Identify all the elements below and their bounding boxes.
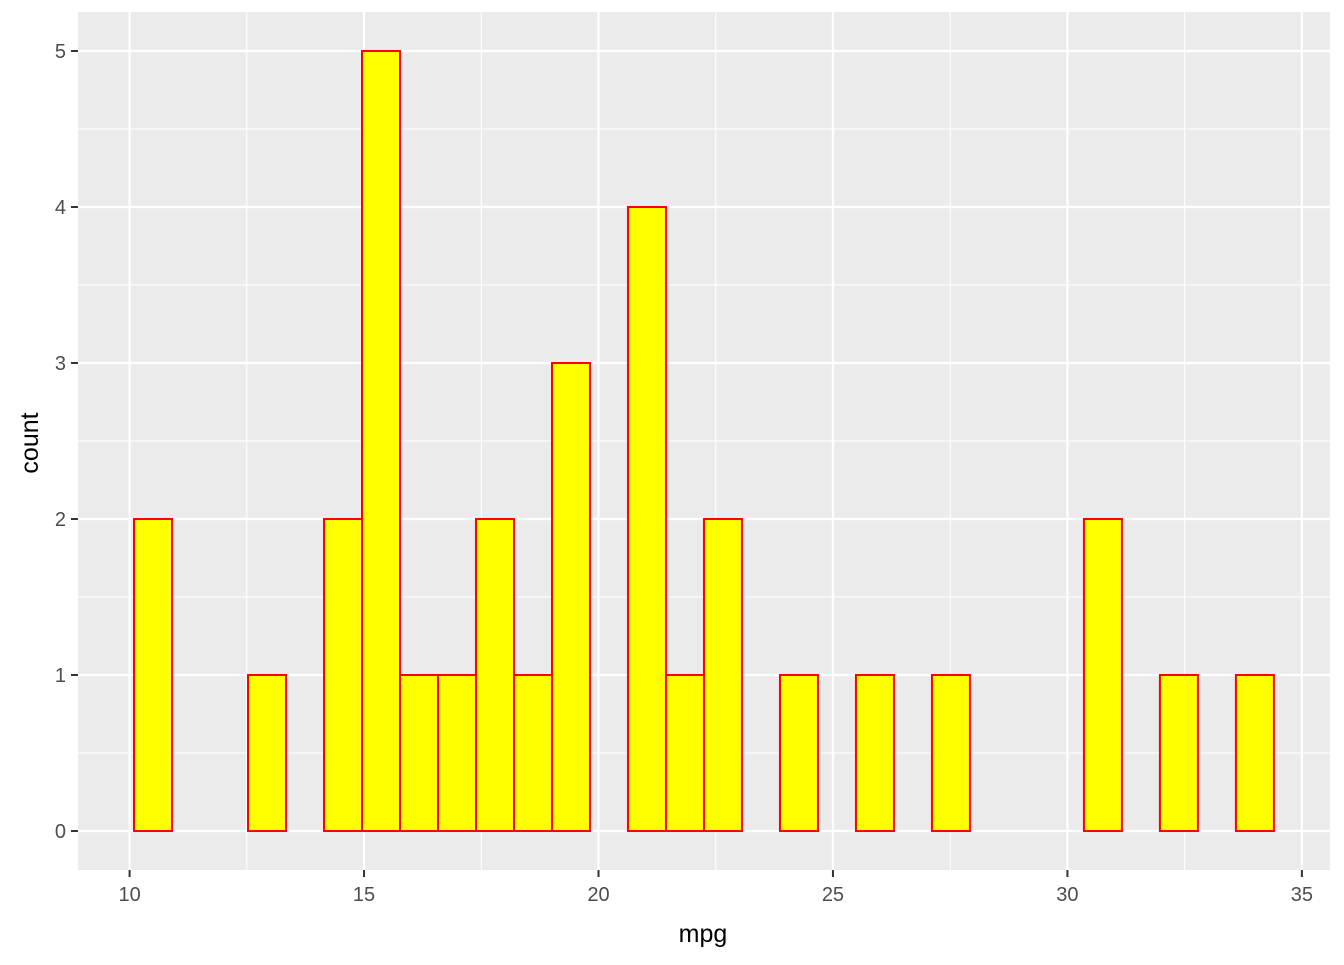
histogram-bar [474,518,515,832]
x-tick-label: 20 [587,884,609,906]
y-tick-label: 3 [55,353,66,375]
histogram-bar [930,674,971,832]
histogram-bar [702,518,743,832]
x-tick-label: 35 [1291,884,1313,906]
histogram-bar [247,674,288,832]
histogram-bar [626,206,667,832]
histogram-bar [778,674,819,832]
histogram-bar [133,518,174,832]
histogram-bar [1082,518,1123,832]
y-tick-label: 0 [55,821,66,843]
histogram-bar [854,674,895,832]
x-tick-label: 15 [353,884,375,906]
y-axis-ticks: 0 1 2 3 4 5 [55,41,78,843]
histogram-bar [436,674,477,832]
histogram-bar [1158,674,1199,832]
x-tick-label: 25 [822,884,844,906]
x-axis-title: mpg [679,920,728,948]
histogram-bar [398,674,439,832]
y-axis-title: count [16,412,44,473]
histogram-bar [664,674,705,832]
x-tick-label: 10 [118,884,140,906]
histogram-bar [361,50,401,832]
x-axis-ticks: 10 15 20 25 30 35 [118,870,1313,906]
x-tick-label: 30 [1056,884,1078,906]
histogram-bar [1234,674,1275,832]
y-tick-label: 5 [55,41,66,63]
histogram-bars [133,50,1275,832]
histogram-bar [323,518,364,832]
y-tick-label: 1 [55,665,66,687]
y-tick-label: 2 [55,509,66,531]
histogram-bar [550,362,591,832]
y-tick-label: 4 [55,197,66,219]
histogram-bar [512,674,553,832]
